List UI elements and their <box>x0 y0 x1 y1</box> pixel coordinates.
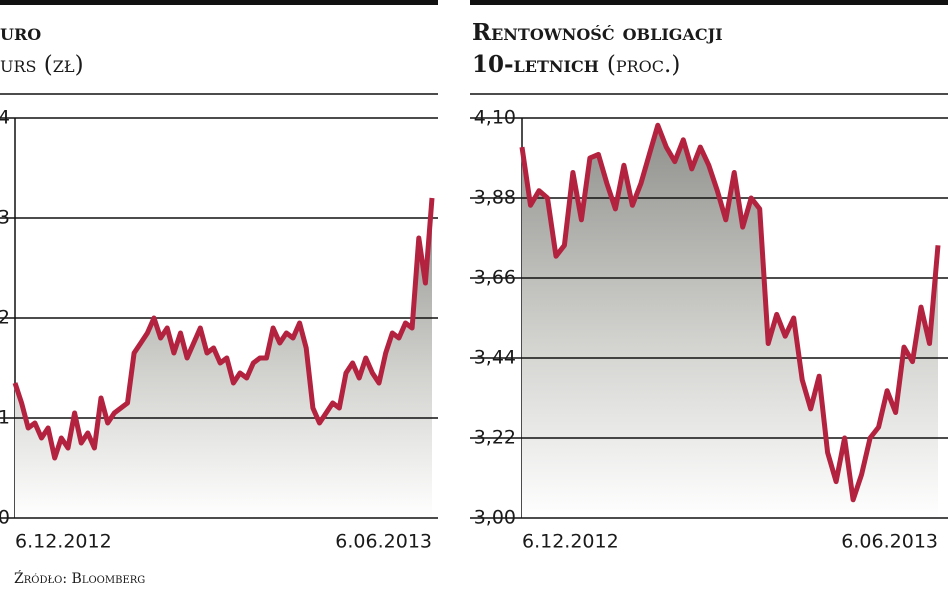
x-tick-label: 6.06.2013 <box>335 531 432 553</box>
x-tick-label: 6.12.2012 <box>522 531 619 553</box>
subtitle: 10-letnich <box>472 51 599 78</box>
line <box>12 197 435 461</box>
y-tick-label: 2 <box>0 307 10 329</box>
y-tick-label: 3,00 <box>474 507 516 529</box>
y-tick-label: 4,10 <box>474 107 516 129</box>
chart-subtitle: urs (zł) <box>0 52 84 78</box>
y-tick-label: 4 <box>0 107 10 129</box>
x-tick-label: 6.12.2012 <box>15 531 112 553</box>
y-tick-label: 3,88 <box>474 187 516 209</box>
y-tick-label: 3,66 <box>474 267 516 289</box>
header-bar <box>470 0 948 5</box>
area <box>15 198 432 518</box>
line <box>519 122 941 503</box>
area <box>522 125 938 519</box>
y-tick-label: 1 <box>0 407 10 429</box>
source: Źródło: Bloomberg <box>14 569 145 587</box>
header-bar <box>0 0 438 5</box>
chart-subtitle: 10-letnich (proc.) <box>472 51 680 78</box>
x-tick-label: 6.06.2013 <box>841 531 938 553</box>
chart-title: Rentowność obligacji <box>472 19 723 46</box>
chart-title: uro <box>0 19 41 46</box>
y-tick-label: 3 <box>0 207 10 229</box>
y-tick-label: 0 <box>0 507 10 529</box>
unit: (proc.) <box>607 52 680 78</box>
y-tick-label: 3,22 <box>474 427 516 449</box>
y-tick-label: 3,44 <box>474 347 516 369</box>
